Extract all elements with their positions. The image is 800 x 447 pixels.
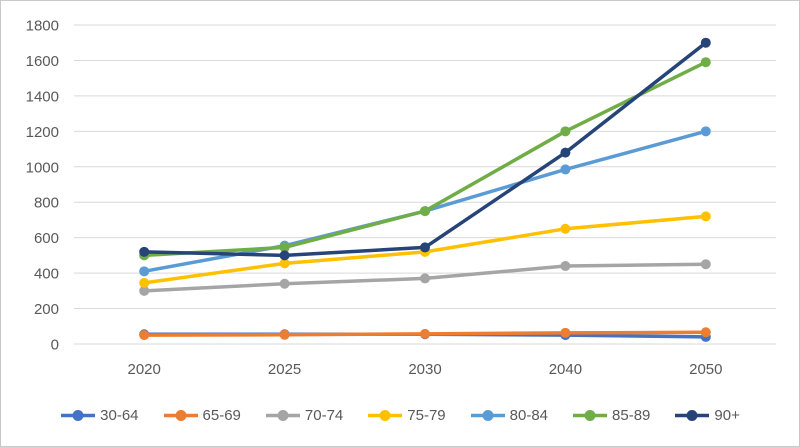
- series-marker-85-89: [420, 206, 430, 217]
- series-marker-90+: [279, 250, 290, 261]
- series-marker-90+: [700, 37, 711, 48]
- legend-label: 70-74: [304, 406, 344, 424]
- series-marker-85-89: [700, 57, 711, 68]
- series-marker-65-69: [279, 329, 290, 340]
- x-tick-label: 2030: [408, 361, 441, 378]
- legend-line-marker-icon: [675, 409, 710, 421]
- series-marker-70-74: [700, 259, 711, 270]
- series-marker-80-84: [139, 266, 150, 277]
- series-marker-75-79: [560, 223, 571, 234]
- series-marker-65-69: [560, 327, 571, 338]
- legend-label: 85-89: [612, 406, 651, 424]
- series-marker-80-84: [700, 126, 711, 137]
- series-marker-90+: [420, 242, 430, 253]
- legend-line-marker-icon: [368, 409, 403, 421]
- legend-item-75-79: 75-79: [367, 406, 446, 424]
- y-tick-label: 1000: [26, 159, 59, 176]
- y-tick-label: 1400: [26, 88, 59, 105]
- legend-line-marker-icon: [163, 409, 198, 421]
- series-marker-90+: [139, 246, 150, 257]
- x-tick-label: 2050: [689, 361, 722, 378]
- series-line-85-89: [142, 60, 708, 258]
- series-marker-65-69: [139, 330, 150, 341]
- series-marker-65-69: [420, 328, 430, 339]
- legend-label: 30-64: [100, 406, 139, 424]
- y-tick-label: 1200: [26, 124, 59, 141]
- series-marker-65-69: [700, 327, 711, 338]
- legend-item-30-64: 30-64: [60, 406, 139, 424]
- y-tick-label: 400: [34, 266, 59, 283]
- legend-line-marker-icon: [265, 409, 300, 421]
- legend-item-85-89: 85-89: [572, 408, 650, 423]
- y-tick-label: 600: [34, 230, 59, 247]
- legend-line-marker-icon: [573, 409, 608, 421]
- y-tick-label: 1800: [26, 18, 59, 35]
- legend-label: 90+: [714, 406, 740, 424]
- legend-label: 75-79: [407, 406, 446, 424]
- y-tick-label: 1600: [26, 53, 59, 70]
- series-marker-75-79: [279, 258, 290, 269]
- series-marker-75-79: [139, 277, 150, 288]
- legend-item-70-74: 70-74: [265, 408, 343, 423]
- series-marker-70-74: [560, 261, 571, 272]
- x-tick-label: 2025: [268, 361, 301, 378]
- legend-line-marker-icon: [470, 409, 505, 421]
- y-tick-label: 0: [51, 337, 59, 354]
- series-marker-70-74: [139, 285, 150, 296]
- legend-label: 80-84: [509, 406, 549, 424]
- chart-legend: 30-64 65-69 70-74 75-79 80-84 85-89 90+: [1, 400, 799, 430]
- series-marker-85-89: [279, 242, 290, 253]
- legend-item-65-69: 65-69: [163, 408, 241, 423]
- series-marker-70-74: [279, 278, 290, 289]
- series-marker-80-84: [560, 164, 571, 175]
- legend-line-marker-icon: [61, 409, 96, 421]
- legend-label: 65-69: [202, 406, 241, 424]
- series-marker-85-89: [560, 126, 571, 137]
- x-tick-label: 2020: [128, 361, 161, 378]
- y-tick-label: 800: [34, 195, 59, 212]
- series-marker-90+: [560, 147, 571, 158]
- legend-item-80-84: 80-84: [470, 408, 548, 423]
- x-tick-label: 2040: [549, 361, 582, 378]
- legend-item-90+: 90+: [674, 406, 740, 424]
- series-marker-70-74: [420, 273, 430, 284]
- y-tick-label: 200: [34, 301, 59, 318]
- series-marker-75-79: [700, 211, 711, 222]
